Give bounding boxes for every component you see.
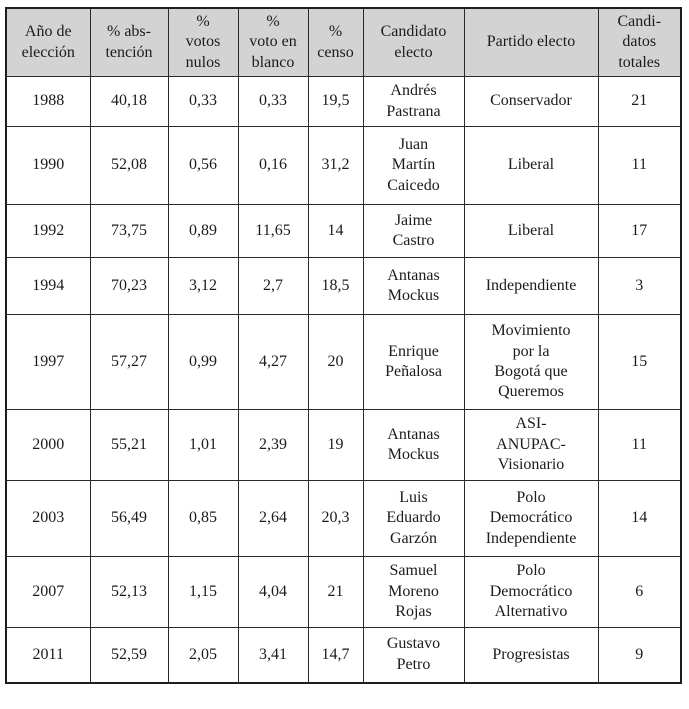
cell-blank-votes: 4,04 xyxy=(237,556,309,628)
cell-blank-votes: 0,33 xyxy=(237,76,309,127)
cell-census: 20,3 xyxy=(307,480,364,557)
cell-null-votes: 0,56 xyxy=(167,126,239,205)
cell-total-candidates: 11 xyxy=(597,126,682,205)
cell-blank-votes: 0,16 xyxy=(237,126,309,205)
cell-year: 1994 xyxy=(5,257,91,315)
col-header-null-votes-pct: % votos nulos xyxy=(167,7,239,77)
table-row: 1997 57,27 0,99 4,27 20 Enrique Peñalosa… xyxy=(5,314,682,410)
cell-total-candidates: 15 xyxy=(597,314,682,410)
cell-census: 19 xyxy=(307,409,364,481)
cell-census: 20 xyxy=(307,314,364,410)
table-row: 2011 52,59 2,05 3,41 14,7 Gustavo Petro … xyxy=(5,627,682,683)
cell-year: 2011 xyxy=(5,627,91,683)
cell-year: 1997 xyxy=(5,314,91,410)
cell-abstention: 40,18 xyxy=(89,76,169,127)
col-header-census-pct: % censo xyxy=(307,7,364,77)
cell-abstention: 52,13 xyxy=(89,556,169,628)
cell-candidate: Juan Martín Caicedo xyxy=(362,126,465,205)
table-row: 1990 52,08 0,56 0,16 31,2 Juan Martín Ca… xyxy=(5,126,682,205)
cell-party: Liberal xyxy=(463,126,599,205)
cell-census: 21 xyxy=(307,556,364,628)
cell-census: 31,2 xyxy=(307,126,364,205)
cell-party: Progresistas xyxy=(463,627,599,683)
cell-party: Polo Democrático Independiente xyxy=(463,480,599,557)
cell-party: Movimiento por la Bogotá que Queremos xyxy=(463,314,599,410)
cell-total-candidates: 11 xyxy=(597,409,682,481)
cell-candidate: Jaime Castro xyxy=(362,204,465,258)
cell-census: 14 xyxy=(307,204,364,258)
col-header-total-candidates: Candi- datos totales xyxy=(597,7,682,77)
cell-candidate: Antanas Mockus xyxy=(362,409,465,481)
cell-year: 2003 xyxy=(5,480,91,557)
cell-total-candidates: 6 xyxy=(597,556,682,628)
cell-total-candidates: 21 xyxy=(597,76,682,127)
cell-null-votes: 0,89 xyxy=(167,204,239,258)
cell-party: Liberal xyxy=(463,204,599,258)
cell-blank-votes: 2,7 xyxy=(237,257,309,315)
cell-abstention: 55,21 xyxy=(89,409,169,481)
cell-blank-votes: 3,41 xyxy=(237,627,309,683)
cell-candidate: Gustavo Petro xyxy=(362,627,465,683)
table-row: 2003 56,49 0,85 2,64 20,3 Luis Eduardo G… xyxy=(5,480,682,557)
election-results-table: Año de elección % abs- tención % votos n… xyxy=(5,7,682,684)
cell-abstention: 52,08 xyxy=(89,126,169,205)
col-header-elected-candidate: Candidato electo xyxy=(362,7,465,77)
col-header-election-year: Año de elección xyxy=(5,7,91,77)
cell-abstention: 73,75 xyxy=(89,204,169,258)
col-header-abstention-pct: % abs- tención xyxy=(89,7,169,77)
cell-party: ASI- ANUPAC- Visionario xyxy=(463,409,599,481)
table-row: 1994 70,23 3,12 2,7 18,5 Antanas Mockus … xyxy=(5,257,682,315)
cell-null-votes: 0,99 xyxy=(167,314,239,410)
cell-null-votes: 0,85 xyxy=(167,480,239,557)
cell-year: 1988 xyxy=(5,76,91,127)
cell-year: 2007 xyxy=(5,556,91,628)
cell-total-candidates: 14 xyxy=(597,480,682,557)
cell-census: 18,5 xyxy=(307,257,364,315)
cell-blank-votes: 2,39 xyxy=(237,409,309,481)
cell-candidate: Samuel Moreno Rojas xyxy=(362,556,465,628)
cell-abstention: 56,49 xyxy=(89,480,169,557)
cell-year: 1990 xyxy=(5,126,91,205)
cell-party: Polo Democrático Alternativo xyxy=(463,556,599,628)
cell-candidate: Antanas Mockus xyxy=(362,257,465,315)
table-row: 1992 73,75 0,89 11,65 14 Jaime Castro Li… xyxy=(5,204,682,258)
cell-null-votes: 2,05 xyxy=(167,627,239,683)
cell-total-candidates: 9 xyxy=(597,627,682,683)
cell-blank-votes: 4,27 xyxy=(237,314,309,410)
cell-party: Independiente xyxy=(463,257,599,315)
cell-total-candidates: 3 xyxy=(597,257,682,315)
cell-year: 1992 xyxy=(5,204,91,258)
cell-null-votes: 3,12 xyxy=(167,257,239,315)
table-row: 2007 52,13 1,15 4,04 21 Samuel Moreno Ro… xyxy=(5,556,682,628)
cell-abstention: 52,59 xyxy=(89,627,169,683)
cell-null-votes: 0,33 xyxy=(167,76,239,127)
cell-blank-votes: 11,65 xyxy=(237,204,309,258)
cell-candidate: Luis Eduardo Garzón xyxy=(362,480,465,557)
cell-year: 2000 xyxy=(5,409,91,481)
col-header-blank-vote-pct: % voto en blanco xyxy=(237,7,309,77)
cell-null-votes: 1,15 xyxy=(167,556,239,628)
table-row: 2000 55,21 1,01 2,39 19 Antanas Mockus A… xyxy=(5,409,682,481)
cell-census: 14,7 xyxy=(307,627,364,683)
table-row: 1988 40,18 0,33 0,33 19,5 Andrés Pastran… xyxy=(5,76,682,127)
table-header-row: Año de elección % abs- tención % votos n… xyxy=(5,7,682,77)
cell-candidate: Enrique Peñalosa xyxy=(362,314,465,410)
cell-census: 19,5 xyxy=(307,76,364,127)
cell-blank-votes: 2,64 xyxy=(237,480,309,557)
cell-party: Conservador xyxy=(463,76,599,127)
cell-abstention: 57,27 xyxy=(89,314,169,410)
cell-null-votes: 1,01 xyxy=(167,409,239,481)
election-results-table-container: Año de elección % abs- tención % votos n… xyxy=(5,7,682,684)
col-header-elected-party: Partido electo xyxy=(463,7,599,77)
cell-total-candidates: 17 xyxy=(597,204,682,258)
cell-candidate: Andrés Pastrana xyxy=(362,76,465,127)
cell-abstention: 70,23 xyxy=(89,257,169,315)
